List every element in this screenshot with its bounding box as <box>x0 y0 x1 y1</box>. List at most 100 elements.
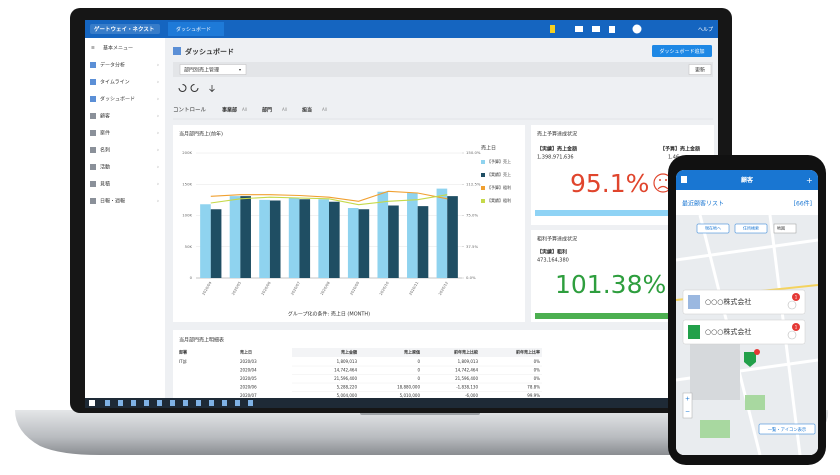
filter-name[interactable]: 事業部 <box>222 107 237 114</box>
bar <box>200 204 211 278</box>
bar <box>417 206 429 278</box>
map-type-label[interactable]: 地図 <box>777 225 785 231</box>
y2-tick-label: 150.0% <box>466 150 481 155</box>
menu-icon <box>90 62 96 68</box>
menu-chevron[interactable]: › <box>157 131 159 137</box>
refresh-label[interactable]: 更新 <box>695 67 705 74</box>
kpi-actual-label: 【実績】粗利 <box>537 249 567 256</box>
y-tick-label: 150K <box>182 181 192 186</box>
taskbar <box>85 398 718 408</box>
list-title: 最近顧客リスト <box>682 200 724 208</box>
menu-icon <box>90 164 96 170</box>
undo-icon[interactable] <box>178 84 187 92</box>
menu-icon <box>90 198 96 204</box>
map-button[interactable] <box>734 223 768 234</box>
menu-item[interactable]: 日報・週報 <box>100 198 125 205</box>
menu-item[interactable]: 見積 <box>100 181 110 188</box>
legend-label[interactable]: 【予算】粗利 <box>487 184 511 190</box>
redo-icon[interactable] <box>190 84 199 92</box>
x-tick-label: 2020/06 <box>261 280 272 296</box>
selector-label[interactable]: 部門別売上管理 <box>184 67 219 74</box>
legend-label[interactable]: 【予算】売上 <box>487 158 511 164</box>
x-axis-title: グループ化の条件: 売上日 (MONTH) <box>288 311 370 318</box>
map-pin <box>744 352 756 367</box>
menu-icon <box>90 79 96 85</box>
card-name[interactable]: ○○○株式会社 <box>705 327 751 336</box>
add-icon[interactable]: + <box>806 176 813 185</box>
filter-name[interactable]: 担当 <box>302 107 312 114</box>
table-cell: 5,004,000 <box>337 393 358 398</box>
menu-icon[interactable] <box>681 176 687 183</box>
filter-value[interactable]: All <box>322 107 327 112</box>
bar <box>329 201 340 278</box>
legend-label[interactable]: 【実績】売上 <box>487 171 511 177</box>
menu-chevron[interactable]: › <box>157 148 159 154</box>
legend-swatch[interactable] <box>481 199 485 203</box>
refresh-button[interactable] <box>688 64 712 75</box>
menu-item[interactable]: タイムライン <box>100 79 130 86</box>
x-tick-label: 2020/11 <box>408 281 419 296</box>
menu-item[interactable]: 案件 <box>100 130 110 137</box>
kpi-title: 売上予算達成状況 <box>537 131 577 138</box>
menu-chevron[interactable]: › <box>157 63 159 69</box>
help[interactable]: ヘルプ <box>698 27 713 33</box>
customer-card[interactable] <box>682 319 806 345</box>
legend-swatch[interactable] <box>481 173 485 177</box>
icon[interactable] <box>575 26 583 32</box>
filter-value[interactable]: All <box>242 107 247 112</box>
customer-card[interactable] <box>682 289 806 315</box>
sidebar <box>85 38 165 398</box>
filter-value[interactable]: All <box>282 107 287 112</box>
bottom-button-label[interactable]: 一覧・アイコン表示 <box>768 426 807 433</box>
filter-name[interactable]: 部門 <box>262 107 272 114</box>
menu-chevron[interactable]: › <box>157 97 159 103</box>
bar <box>347 208 359 278</box>
menu-item[interactable]: 名刺 <box>100 147 110 154</box>
menu-item[interactable]: ダッシュボード <box>100 96 135 103</box>
table-cell: 21,596,400 <box>455 376 478 381</box>
add-button[interactable] <box>652 45 712 57</box>
x-tick-label: 2020/12 <box>438 281 449 296</box>
legend-swatch[interactable] <box>481 160 485 164</box>
card-icon <box>688 295 700 309</box>
icon[interactable] <box>550 25 555 33</box>
svg-text:☰: ☰ <box>91 45 95 50</box>
selector[interactable] <box>179 64 247 75</box>
menu-chevron[interactable]: › <box>157 199 159 205</box>
menu-chevron[interactable]: › <box>157 114 159 120</box>
menu-item[interactable]: 顧客 <box>100 113 110 120</box>
card-name[interactable]: ○○○株式会社 <box>705 297 751 306</box>
tab-label[interactable]: ダッシュボード <box>176 26 211 33</box>
add-button-label[interactable]: ダッシュボード追加 <box>659 48 704 55</box>
card-badge <box>792 323 800 331</box>
icon[interactable] <box>609 26 615 33</box>
table-cell: 2020/07 <box>240 393 257 398</box>
map-type[interactable] <box>773 223 797 234</box>
start-button[interactable] <box>89 400 95 406</box>
avatar[interactable] <box>632 24 642 34</box>
menu-chevron[interactable]: › <box>157 165 159 171</box>
kpi-rate: 95.1% <box>570 169 649 198</box>
map-button-label[interactable]: 住所検索 <box>743 225 759 231</box>
menu-item[interactable]: データ分析 <box>100 62 125 69</box>
bar <box>299 199 311 278</box>
zoom-control[interactable] <box>682 392 693 419</box>
kpi-actual-value: 473,164,380 <box>537 258 569 264</box>
legend-swatch[interactable] <box>481 186 485 190</box>
line-series <box>210 194 448 206</box>
legend-label[interactable]: 【実績】粗利 <box>487 197 511 203</box>
tab[interactable] <box>168 22 224 36</box>
bottom-button[interactable] <box>758 423 816 435</box>
map-button[interactable] <box>696 223 730 234</box>
y-tick-label: 200K <box>182 150 192 155</box>
download-icon[interactable] <box>209 85 215 93</box>
menu-item[interactable]: 活動 <box>100 164 110 171</box>
top-bar <box>85 20 718 38</box>
icon[interactable] <box>592 26 600 32</box>
table-cell: 1,809,013 <box>337 359 358 364</box>
menu-chevron[interactable]: › <box>157 182 159 188</box>
menu-icon <box>90 181 96 187</box>
map-button-label[interactable]: 現在地へ <box>705 225 721 231</box>
menu-chevron[interactable]: › <box>157 80 159 86</box>
